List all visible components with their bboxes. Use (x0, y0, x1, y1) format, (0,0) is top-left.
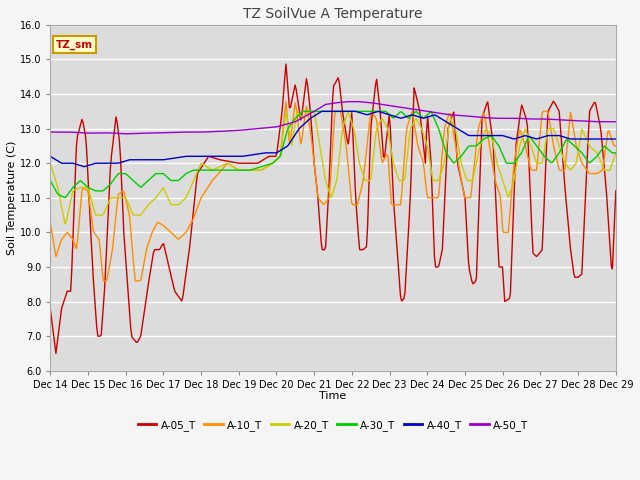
Title: TZ SoilVue A Temperature: TZ SoilVue A Temperature (243, 7, 423, 21)
A-50_T (316, 105, 324, 111)
A-05_T (385, 113, 393, 119)
Line: A-10_T: A-10_T (51, 102, 616, 281)
A-30_T (321, 108, 328, 114)
Legend: A-05_T, A-10_T, A-20_T, A-30_T, A-40_T, A-50_T: A-05_T, A-10_T, A-20_T, A-30_T, A-40_T, … (134, 416, 532, 435)
A-30_T (299, 108, 307, 114)
A-40_T (319, 108, 326, 114)
A-05_T (512, 142, 520, 147)
A-20_T (512, 165, 520, 171)
A-40_T (600, 136, 608, 142)
A-05_T (612, 188, 620, 194)
A-10_T (385, 169, 393, 175)
A-20_T (600, 167, 608, 173)
A-10_T (317, 199, 325, 204)
A-50_T (355, 99, 362, 105)
A-40_T (81, 164, 88, 169)
A-10_T (100, 278, 108, 284)
A-30_T (600, 143, 608, 149)
Text: TZ_sm: TZ_sm (56, 39, 93, 49)
A-40_T (355, 109, 362, 115)
A-05_T (600, 167, 608, 173)
A-40_T (47, 154, 54, 159)
A-20_T (385, 134, 393, 140)
A-05_T (47, 306, 54, 312)
Line: A-30_T: A-30_T (51, 111, 616, 198)
A-10_T (47, 219, 54, 225)
A-10_T (600, 154, 608, 159)
A-20_T (317, 151, 325, 157)
A-50_T (344, 99, 352, 105)
A-40_T (316, 109, 324, 115)
Line: A-40_T: A-40_T (51, 111, 616, 167)
A-10_T (282, 99, 290, 105)
A-40_T (321, 108, 328, 114)
A-10_T (512, 148, 520, 154)
A-50_T (512, 115, 520, 121)
A-20_T (61, 221, 69, 227)
Line: A-50_T: A-50_T (51, 102, 616, 134)
A-05_T (52, 350, 60, 356)
A-50_T (385, 103, 393, 108)
A-20_T (305, 108, 312, 114)
A-50_T (47, 129, 54, 135)
A-05_T (282, 61, 290, 67)
A-40_T (512, 135, 520, 141)
A-30_T (512, 157, 520, 163)
A-40_T (612, 136, 620, 142)
A-30_T (355, 108, 362, 114)
A-50_T (600, 119, 608, 125)
A-30_T (612, 150, 620, 156)
A-30_T (317, 108, 325, 114)
A-10_T (612, 143, 620, 149)
Line: A-20_T: A-20_T (51, 111, 616, 224)
Line: A-05_T: A-05_T (51, 64, 616, 353)
A-50_T (122, 131, 130, 137)
A-30_T (385, 111, 393, 117)
A-20_T (355, 155, 362, 161)
A-50_T (612, 119, 620, 125)
A-20_T (47, 160, 54, 166)
Y-axis label: Soil Temperature (C): Soil Temperature (C) (7, 141, 17, 255)
A-30_T (61, 195, 69, 201)
A-10_T (321, 201, 328, 206)
A-10_T (355, 198, 362, 204)
A-20_T (612, 150, 620, 156)
A-50_T (319, 103, 327, 108)
A-20_T (321, 172, 328, 178)
A-05_T (317, 239, 325, 244)
A-05_T (355, 235, 362, 240)
A-05_T (321, 247, 328, 252)
A-40_T (385, 112, 393, 118)
A-30_T (47, 178, 54, 183)
X-axis label: Time: Time (319, 391, 347, 401)
